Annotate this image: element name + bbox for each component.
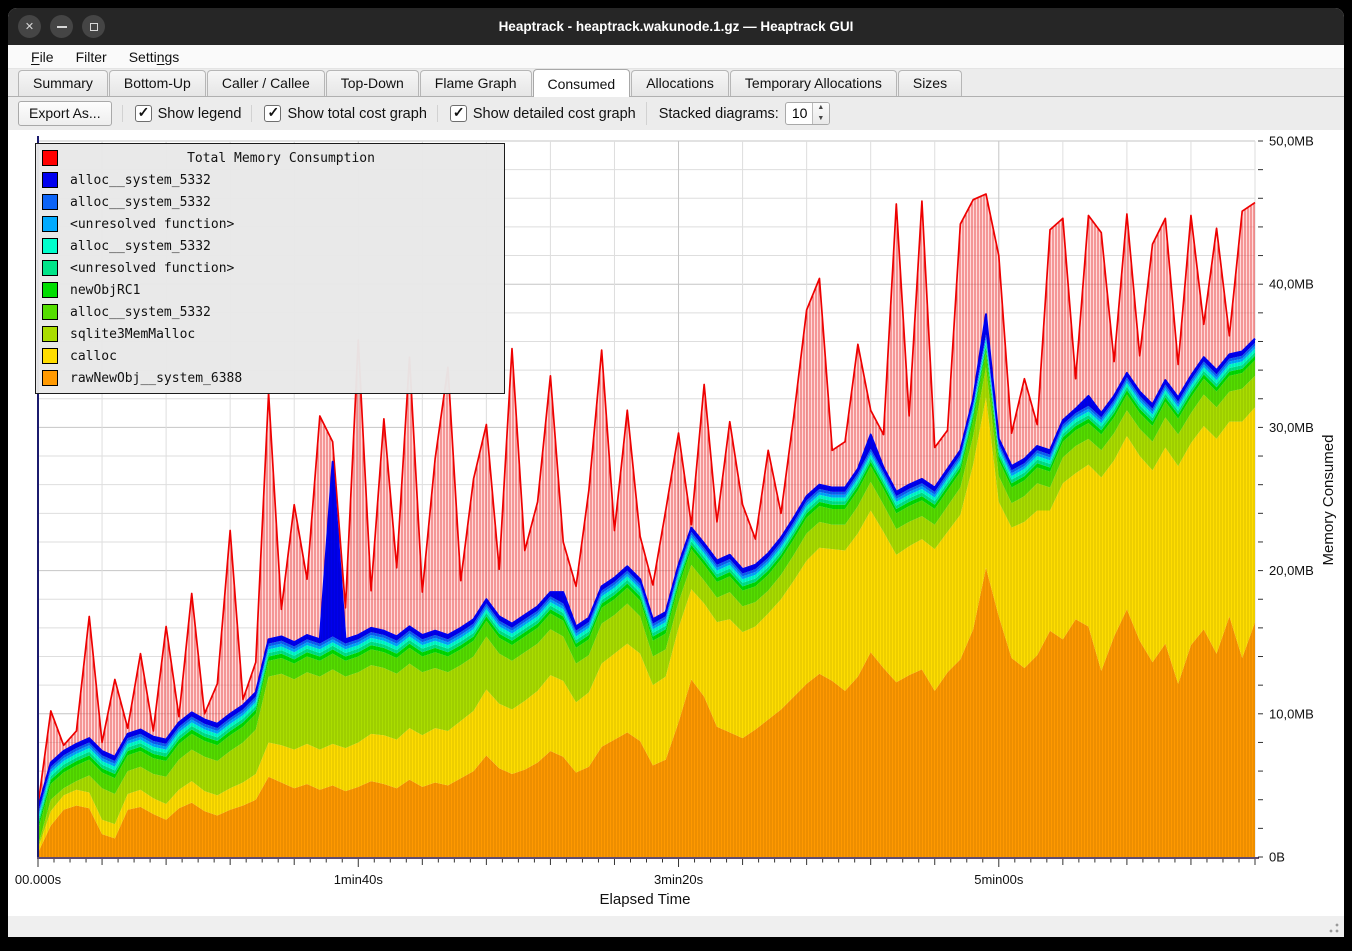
legend-label: Total Memory Consumption — [187, 150, 375, 166]
checkbox-show-legend[interactable] — [134, 104, 152, 122]
menu-item-settings[interactable]: Settings — [128, 48, 180, 65]
tab-allocations[interactable]: Allocations — [631, 70, 729, 96]
legend-label: <unresolved function> — [70, 216, 235, 232]
legend-row: alloc__system_5332 — [36, 235, 504, 257]
spin-up-button[interactable]: ▲ — [813, 103, 829, 114]
menu-item-file[interactable]: File — [31, 48, 54, 65]
legend-label: newObjRC1 — [70, 282, 141, 298]
titlebar[interactable]: ✕ Heaptrack - heaptrack.wakunode.1.gz — … — [8, 8, 1344, 45]
maximize-button[interactable] — [82, 15, 105, 38]
legend-label: alloc__system_5332 — [70, 238, 211, 254]
svg-text:00.000s: 00.000s — [15, 872, 62, 887]
toolbar: Export As... Show legend Show total cost … — [8, 97, 1344, 130]
export-as-button[interactable]: Export As... — [18, 101, 112, 126]
tab-temporary-allocations[interactable]: Temporary Allocations — [729, 70, 897, 96]
legend-label: <unresolved function> — [70, 260, 235, 276]
spin-buttons: ▲ ▼ — [811, 103, 829, 125]
tab-summary[interactable]: Summary — [18, 70, 108, 96]
legend-swatch — [42, 348, 58, 364]
legend-swatch — [42, 216, 58, 232]
svg-text:3min20s: 3min20s — [654, 872, 704, 887]
tab-top-down[interactable]: Top-Down — [325, 70, 419, 96]
svg-text:10,0MB: 10,0MB — [1269, 706, 1314, 721]
legend-label: sqlite3MemMalloc — [70, 326, 196, 342]
legend-row: rawNewObj__system_6388 — [36, 367, 504, 389]
menu-bar: File Filter Settings — [8, 45, 1344, 69]
tab-flame-graph[interactable]: Flame Graph — [419, 70, 532, 96]
heaptrack-window: ✕ Heaptrack - heaptrack.wakunode.1.gz — … — [8, 8, 1344, 937]
stacked-diagrams-value[interactable]: 10 — [791, 105, 808, 121]
legend-swatch — [42, 370, 58, 386]
stacked-diagrams-label: Stacked diagrams: — [658, 105, 779, 122]
tab-consumed[interactable]: Consumed — [532, 69, 631, 97]
spin-down-button[interactable]: ▼ — [813, 114, 829, 125]
legend-title-row: Total Memory Consumption — [36, 147, 504, 169]
checkbox-label: Show legend — [157, 105, 242, 122]
checkbox-show-detailed-cost-graph[interactable] — [449, 104, 467, 122]
checkbox-groups: Show legend Show total cost graph Show det… — [121, 104, 636, 122]
spin-down-icon: ▼ — [817, 114, 825, 122]
checkbox-group: Show legend — [121, 104, 242, 122]
memory-consumed-chart-panel: 00.000s 1min40s 3min20s 5min00s 0B 10,0MB 20,0… — [8, 130, 1344, 916]
chart-legend: Total Memory Consumption alloc__system_53… — [35, 143, 505, 394]
window-title: Heaptrack - heaptrack.wakunode.1.gz — He… — [498, 19, 854, 34]
checkbox-group: Show detailed cost graph — [436, 104, 636, 122]
stacked-diagrams-group: Stacked diagrams: 10 ▲ ▼ — [645, 102, 830, 125]
legend-swatch — [42, 304, 58, 320]
tab-sizes[interactable]: Sizes — [897, 70, 963, 96]
checkbox-show-total-cost-graph[interactable] — [264, 104, 282, 122]
close-button[interactable]: ✕ — [18, 15, 41, 38]
menu-item-filter[interactable]: Filter — [75, 48, 107, 65]
legend-label: rawNewObj__system_6388 — [70, 370, 243, 386]
checkbox-label: Show detailed cost graph — [472, 105, 636, 122]
y-axis-title: Memory Consumed — [1320, 434, 1337, 566]
status-bar — [8, 916, 1344, 937]
legend-label: calloc — [70, 348, 117, 364]
tab-bar: Summary Bottom-Up Caller / Callee Top-Down F… — [8, 69, 1344, 97]
legend-label: alloc__system_5332 — [70, 304, 211, 320]
checkbox-group: Show total cost graph — [251, 104, 427, 122]
stacked-diagrams-spinbox[interactable]: 10 ▲ ▼ — [784, 102, 830, 125]
spin-up-icon: ▲ — [817, 104, 825, 111]
legend-row: <unresolved function> — [36, 257, 504, 279]
legend-swatch — [42, 194, 58, 210]
svg-text:30,0MB: 30,0MB — [1269, 420, 1314, 435]
memory-chart[interactable]: 00.000s 1min40s 3min20s 5min00s 0B 10,0MB 20,0… — [8, 130, 1344, 916]
legend-swatch — [42, 282, 58, 298]
svg-text:0B: 0B — [1269, 850, 1285, 865]
legend-label: alloc__system_5332 — [70, 194, 211, 210]
svg-text:1min40s: 1min40s — [334, 872, 384, 887]
tab-bottom-up[interactable]: Bottom-Up — [108, 70, 206, 96]
minimize-icon — [56, 25, 67, 28]
svg-text:20,0MB: 20,0MB — [1269, 563, 1314, 578]
legend-row: alloc__system_5332 — [36, 169, 504, 191]
legend-row: calloc — [36, 345, 504, 367]
tab-caller-callee[interactable]: Caller / Callee — [206, 70, 325, 96]
legend-row: newObjRC1 — [36, 279, 504, 301]
legend-swatch — [42, 260, 58, 276]
maximize-icon — [89, 22, 98, 31]
legend-label: alloc__system_5332 — [70, 172, 211, 188]
legend-row: alloc__system_5332 — [36, 301, 504, 323]
close-icon: ✕ — [24, 21, 35, 33]
legend-row: alloc__system_5332 — [36, 191, 504, 213]
svg-text:50,0MB: 50,0MB — [1269, 134, 1314, 149]
legend-row: sqlite3MemMalloc — [36, 323, 504, 345]
legend-swatch — [42, 238, 58, 254]
minimize-button[interactable] — [50, 15, 73, 38]
legend-swatch — [42, 150, 58, 166]
legend-swatch — [42, 172, 58, 188]
svg-text:40,0MB: 40,0MB — [1269, 277, 1314, 292]
legend-row: <unresolved function> — [36, 213, 504, 235]
x-axis-title: Elapsed Time — [599, 891, 691, 908]
legend-swatch — [42, 326, 58, 342]
svg-text:5min00s: 5min00s — [974, 872, 1024, 887]
window-controls: ✕ — [18, 15, 105, 38]
resize-grip[interactable] — [1326, 920, 1340, 934]
checkbox-label: Show total cost graph — [287, 105, 427, 122]
